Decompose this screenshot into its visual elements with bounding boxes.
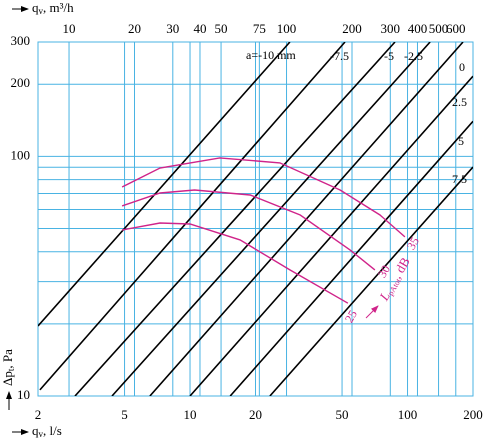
a-line [38, 42, 291, 327]
symbol: q [32, 423, 39, 438]
a-line-label: 0 [459, 60, 465, 74]
curve-label-arrow [365, 305, 379, 319]
curve-name: 35 [404, 235, 422, 252]
y-tick-label: 100 [11, 147, 31, 162]
x2-tick-label: 300 [381, 21, 401, 36]
a-line [74, 42, 396, 396]
a-line-label: 2.5 [452, 95, 467, 109]
y-tick-label: 200 [11, 75, 31, 90]
curve-name: 25 [342, 308, 360, 325]
x2-tick-label: 30 [166, 21, 179, 36]
x2-tick-label: 400 [408, 21, 428, 36]
x2-axis-title: qv, m³/h [32, 0, 74, 16]
a-line-label: 5 [458, 134, 464, 148]
plot-area [38, 42, 473, 396]
y-axis-title: Δpt, Pa [0, 349, 16, 386]
noise-curve [121, 157, 406, 238]
x2-tick-label: 600 [446, 21, 466, 36]
x-tick-label: 50 [336, 407, 349, 422]
x-tick-label: 20 [249, 407, 262, 422]
x2-tick-label: 100 [277, 21, 297, 36]
a-line-label: -7.5 [330, 49, 349, 63]
a-line [269, 166, 473, 396]
a-line-label: -2.5 [404, 49, 423, 63]
x-tick-label: 5 [121, 407, 128, 422]
x-tick-label: 200 [463, 407, 483, 422]
a-line-label: -5 [384, 49, 394, 63]
a-line-label: 7.5 [452, 172, 467, 186]
subscript: t [6, 368, 16, 371]
unit: , m³/h [43, 0, 74, 15]
a-line-label: a=-10 mm [246, 48, 296, 62]
a-line [229, 120, 473, 396]
x2-tick-label: 200 [342, 21, 362, 36]
y-tick-label: 10 [17, 387, 30, 402]
x2-tick-label: 20 [128, 21, 141, 36]
subscript: v [39, 6, 44, 16]
x2-tick-label: 500 [429, 21, 449, 36]
noise-curve [121, 222, 349, 304]
plot-frame [37, 41, 474, 397]
x-tick-label: 100 [398, 407, 418, 422]
x2-tick-label: 10 [63, 21, 76, 36]
x-tick-label: 10 [184, 407, 197, 422]
a-line [111, 42, 431, 396]
grid [37, 41, 474, 397]
subscript: v [39, 429, 44, 439]
noise-curve [121, 189, 376, 271]
y-tick-label: 300 [11, 33, 31, 48]
unit: , l/s [43, 423, 62, 438]
unit: , Pa [0, 349, 15, 369]
x2-tick-label: 50 [215, 21, 228, 36]
symbol: Δp [0, 371, 15, 386]
a-line [39, 42, 346, 391]
x2-tick-label: 75 [253, 21, 266, 36]
x-axis-title: qv, l/s [32, 423, 62, 439]
symbol: q [32, 0, 39, 15]
x-tick-label: 2 [35, 407, 42, 422]
x2-tick-label: 40 [193, 21, 206, 36]
